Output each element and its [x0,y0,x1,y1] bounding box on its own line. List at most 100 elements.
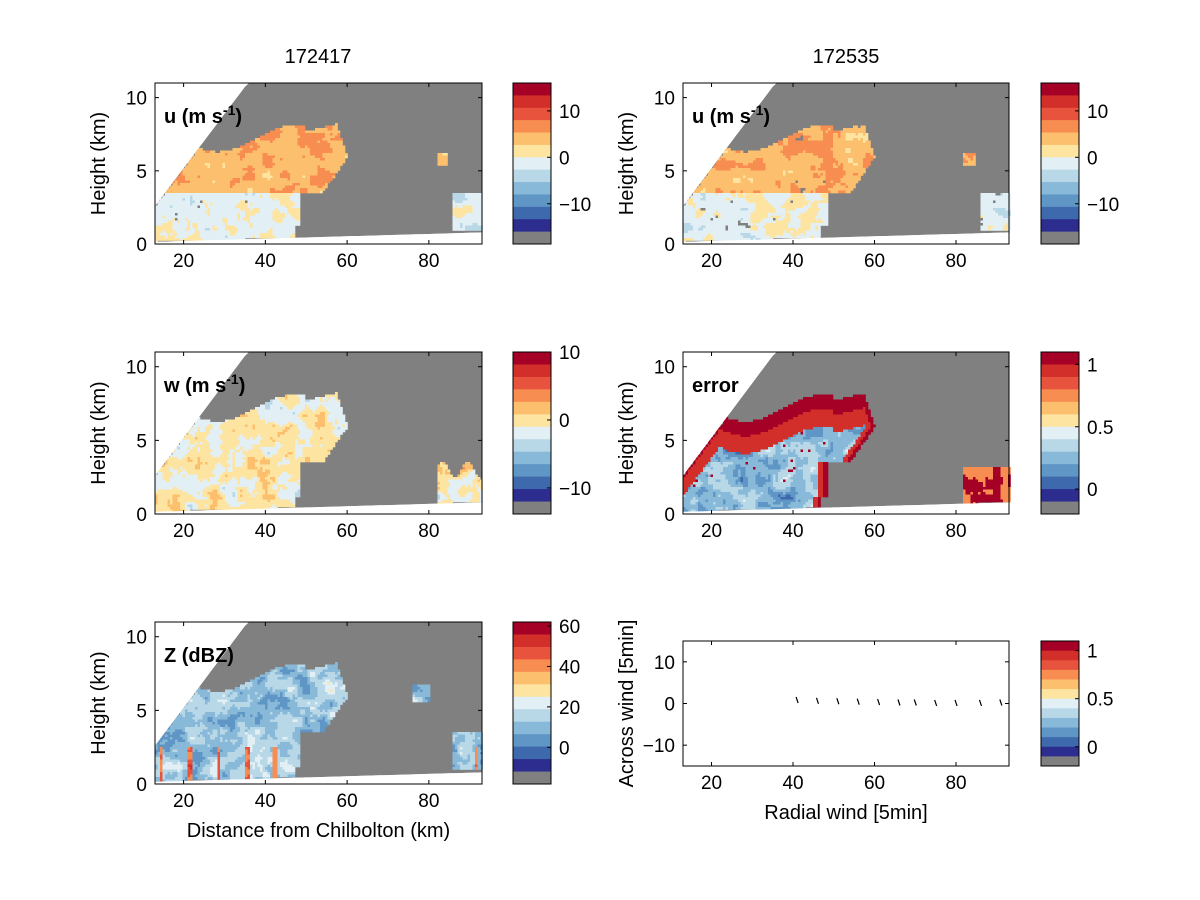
data-cell [783,223,786,226]
data-cell [805,193,809,196]
data-cell [195,168,198,171]
data-cell [282,168,286,171]
data-cell [240,188,243,191]
data-cell [785,168,789,171]
data-cell [703,193,706,196]
data-cell [282,125,286,129]
data-cell [743,230,746,234]
data-cell [775,178,779,181]
data-cell [285,190,288,194]
data-cell [768,163,771,166]
data-cell [788,160,791,164]
data-cell [175,205,178,209]
data-cell [768,198,771,201]
data-cell [835,145,839,149]
data-cell [765,193,769,196]
data-cell [190,165,193,169]
data-cell [480,205,483,209]
data-cell [783,158,786,161]
data-cell [798,188,801,191]
data-cell [290,208,293,211]
data-cell [192,238,196,241]
data-cell [312,138,316,141]
data-cell [155,208,158,211]
data-cell [813,150,816,154]
data-cell [715,188,719,191]
data-cell [758,163,761,166]
data-cell [760,195,764,199]
data-cell [783,155,786,159]
data-cell [245,148,248,151]
data-cell [705,180,709,184]
data-cell [710,230,714,234]
data-cell [330,155,333,159]
data-cell [778,150,781,154]
data-cell [297,133,301,136]
data-cell [245,165,248,169]
data-cell [287,220,291,224]
data-cell [317,163,321,166]
data-cell [810,225,814,229]
data-cell [215,185,218,189]
data-cell [788,145,791,149]
data-cell [172,180,176,184]
data-cell [710,200,714,204]
data-cell [265,205,268,209]
data-cell [452,220,456,224]
data-cell [823,220,826,224]
data-cell [800,140,804,144]
data-cell [480,193,483,196]
data-cell [227,208,231,211]
data-cell [788,165,791,169]
data-cell [708,183,711,186]
data-cell [770,233,774,236]
data-cell [225,210,228,214]
data-cell [748,190,751,194]
data-cell [685,228,689,231]
data-cell [805,165,809,169]
data-cell [195,190,198,194]
data-cell [287,160,291,164]
data-cell [180,173,183,176]
data-cell [160,198,163,201]
data-cell [477,195,481,199]
data-cell [262,145,266,149]
data-cell [783,205,786,209]
data-cell [723,175,726,179]
data-cell [733,238,736,241]
data-cell [700,213,704,216]
data-cell [262,195,266,199]
data-cell [472,203,476,206]
data-cell [740,235,744,239]
data-cell [753,155,756,159]
data-cell [805,220,809,224]
data-cell [215,215,218,219]
data-cell [845,138,849,141]
data-cell [750,185,754,189]
data-cell [230,168,233,171]
data-cell [755,220,759,224]
data-cell [790,198,794,201]
data-cell [798,143,801,146]
data-cell [838,160,841,164]
data-cell [760,178,764,181]
data-cell [460,193,463,196]
data-cell [267,158,271,161]
data-cell [713,178,716,181]
data-cell [267,235,271,239]
data-cell [257,188,261,191]
data-cell [695,188,699,191]
data-cell [337,155,341,159]
data-cell [778,230,781,234]
data-cell [795,178,799,181]
data-cell [815,153,819,156]
data-cell [215,153,218,156]
data-cell [212,223,216,226]
data-cell [735,223,739,226]
data-cell [745,178,749,181]
data-cell [252,228,256,231]
data-cell [180,175,183,179]
data-cell [235,238,238,241]
data-cell [182,223,186,226]
data-cell [222,223,226,226]
